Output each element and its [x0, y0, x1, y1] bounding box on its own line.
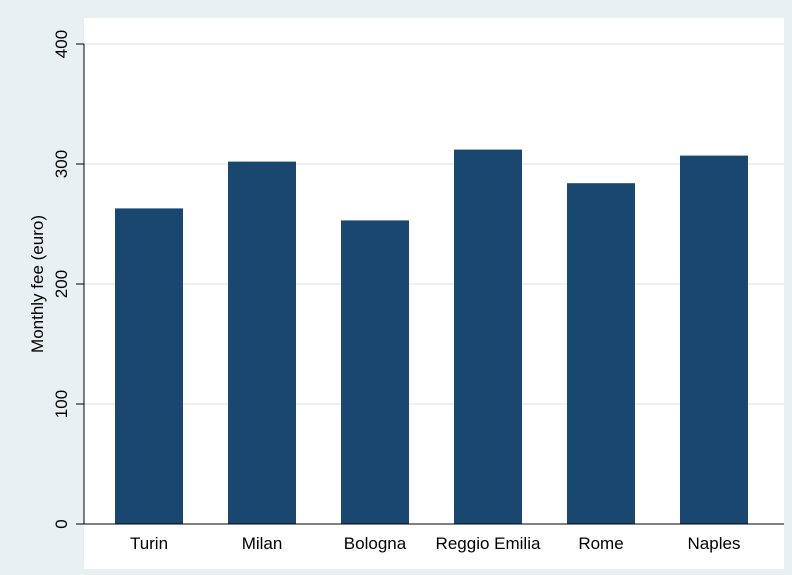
axes: 0 100 200 300 400 Turin Milan Bologna Reggio Emi… — [52, 30, 784, 553]
y-tick-label: 100 — [52, 390, 71, 418]
x-tick-label: Turin — [130, 534, 168, 553]
x-tick-label: Reggio Emilia — [436, 534, 541, 553]
bars — [115, 149, 748, 524]
y-tick-label: 0 — [52, 519, 71, 528]
x-tick-label: Bologna — [344, 534, 407, 553]
x-tick-label: Rome — [578, 534, 623, 553]
bar-bologna — [341, 220, 409, 524]
bar-naples — [680, 155, 748, 524]
x-tick-label: Naples — [688, 534, 741, 553]
y-tick-label: 400 — [52, 30, 71, 58]
y-axis-title: Monthly fee (euro) — [28, 215, 47, 353]
bar-rome — [567, 183, 635, 524]
y-tick-label: 300 — [52, 150, 71, 178]
y-tick-label: 200 — [52, 270, 71, 298]
bar-turin — [115, 208, 183, 524]
bar-reggio-emilia — [454, 149, 522, 524]
plot-area — [84, 18, 784, 569]
x-tick-label: Milan — [242, 534, 283, 553]
gridlines — [84, 43, 784, 405]
bar-milan — [228, 161, 296, 524]
